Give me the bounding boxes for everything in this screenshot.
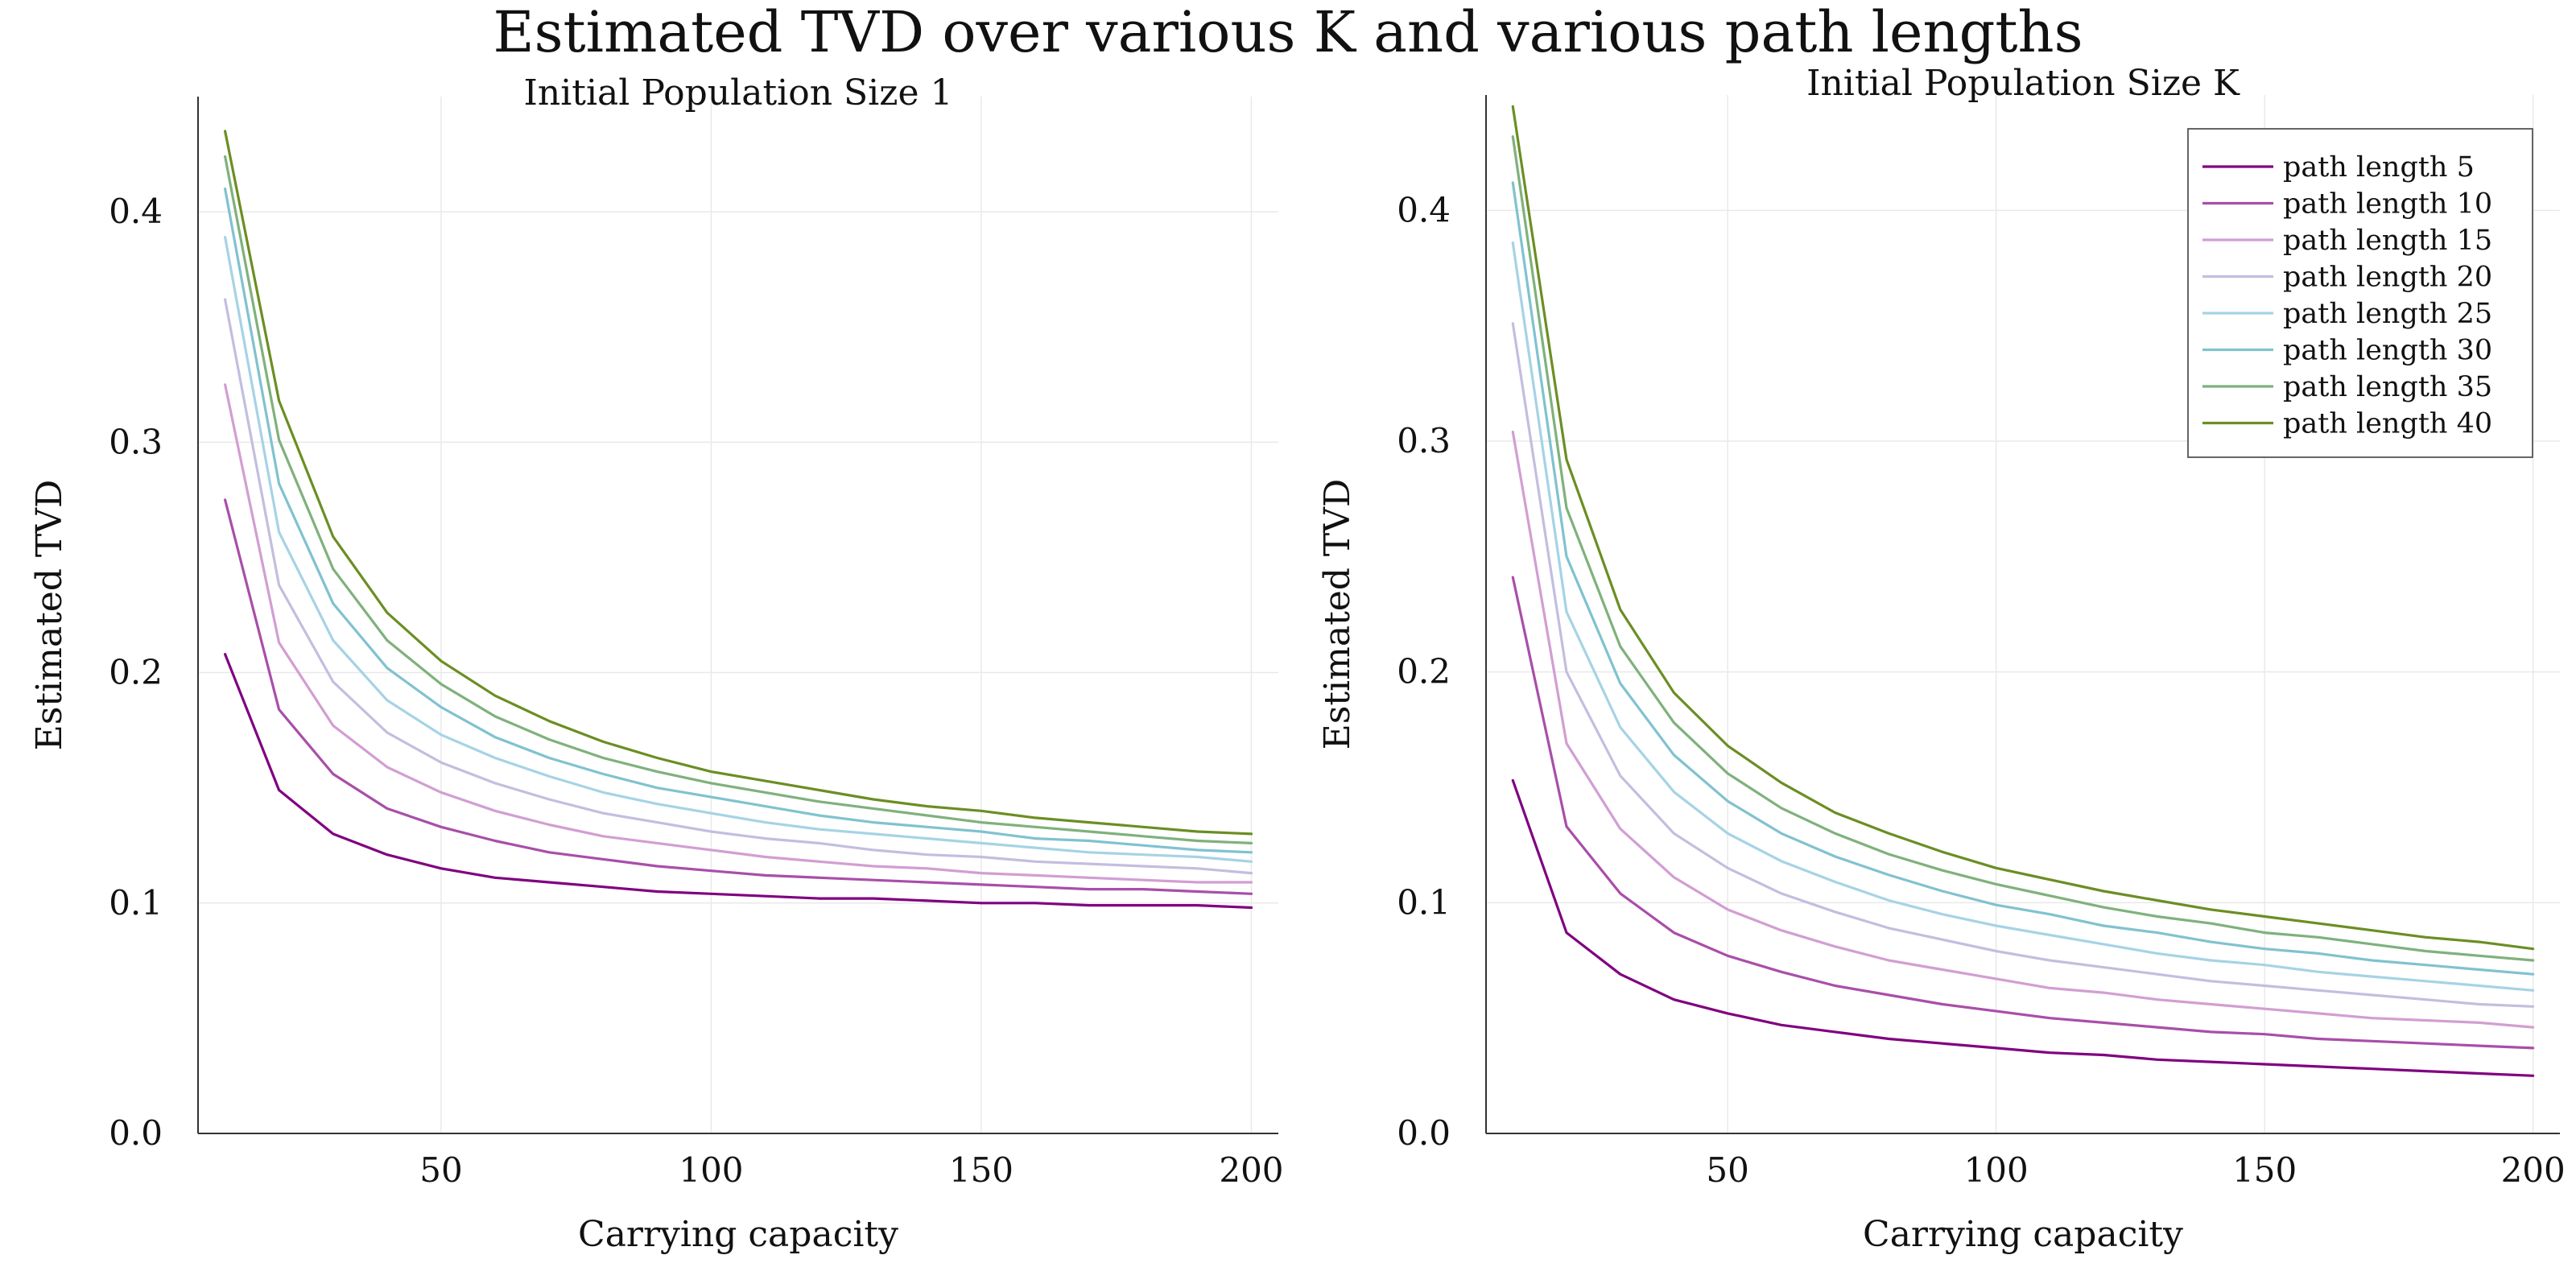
series-line-5 — [224, 236, 1253, 863]
x-tick-label: 50 — [419, 1150, 462, 1190]
figure-title: Estimated TVD over various K and various… — [493, 0, 2083, 65]
plot-panel-1: 50 100 150 200 0.0 0.1 0.2 0.3 0.4 Carrying capac… — [29, 72, 1284, 1255]
plot-panel-2: 50 100 150 200 0.0 0.1 0.2 0.3 0.4 Carrying capac… — [1317, 63, 2566, 1255]
series-line-3 — [224, 383, 1253, 884]
series-line-6 — [1511, 181, 2535, 976]
series-line-4 — [1511, 322, 2535, 1008]
panel-title: Initial Population Size 1 — [524, 72, 953, 114]
y-tick-label: 0.1 — [109, 883, 163, 923]
series-line-7 — [224, 155, 1253, 845]
legend-label: path length 10 — [2283, 188, 2492, 221]
x-tick-label: 200 — [1219, 1150, 1283, 1190]
y-tick-label: 0.0 — [1397, 1113, 1451, 1153]
legend-label: path length 20 — [2283, 262, 2492, 294]
series-line-2 — [224, 498, 1253, 895]
legend-label: path length 40 — [2283, 408, 2492, 440]
series-line-6 — [224, 187, 1253, 854]
x-tick-label: 150 — [949, 1150, 1013, 1190]
x-axis-label: Carrying capacity — [578, 1214, 898, 1255]
x-tick-label: 100 — [1964, 1150, 2029, 1190]
series-line-4 — [224, 298, 1253, 875]
y-tick-label: 0.4 — [109, 192, 163, 231]
series-line-2 — [1511, 576, 2535, 1050]
x-tick-label: 100 — [679, 1150, 743, 1190]
y-axis-label: Estimated TVD — [29, 480, 70, 751]
series-line-5 — [1511, 241, 2535, 992]
series-line-8 — [1511, 105, 2535, 951]
y-tick-label: 0.2 — [1397, 652, 1451, 691]
legend-label: path length 25 — [2283, 298, 2492, 330]
series-line-1 — [1511, 778, 2535, 1077]
y-axis-label: Estimated TVD — [1317, 479, 1358, 750]
legend-label: path length 5 — [2283, 151, 2475, 184]
y-tick-label: 0.1 — [1397, 882, 1451, 922]
panel-title: Initial Population Size K — [1806, 63, 2240, 104]
legend-label: path length 15 — [2283, 225, 2492, 257]
legend: path length 5 path length 10 path length 1… — [2187, 128, 2533, 458]
y-tick-label: 0.4 — [1397, 190, 1451, 229]
series-line-3 — [1511, 430, 2535, 1029]
x-tick-label: 150 — [2232, 1150, 2297, 1190]
y-tick-label: 0.3 — [1397, 421, 1451, 460]
series-line-8 — [224, 130, 1253, 836]
series-line-7 — [1511, 135, 2535, 962]
y-tick-label: 0.2 — [109, 653, 163, 692]
legend-box — [2187, 128, 2533, 458]
x-axis-label: Carrying capacity — [1863, 1214, 2183, 1255]
x-tick-label: 50 — [1706, 1150, 1748, 1190]
y-tick-label: 0.0 — [109, 1113, 163, 1153]
legend-label: path length 30 — [2283, 335, 2492, 367]
y-tick-label: 0.3 — [109, 422, 163, 461]
series-line-1 — [224, 653, 1253, 910]
legend-label: path length 35 — [2283, 371, 2492, 403]
x-tick-label: 200 — [2501, 1150, 2566, 1190]
